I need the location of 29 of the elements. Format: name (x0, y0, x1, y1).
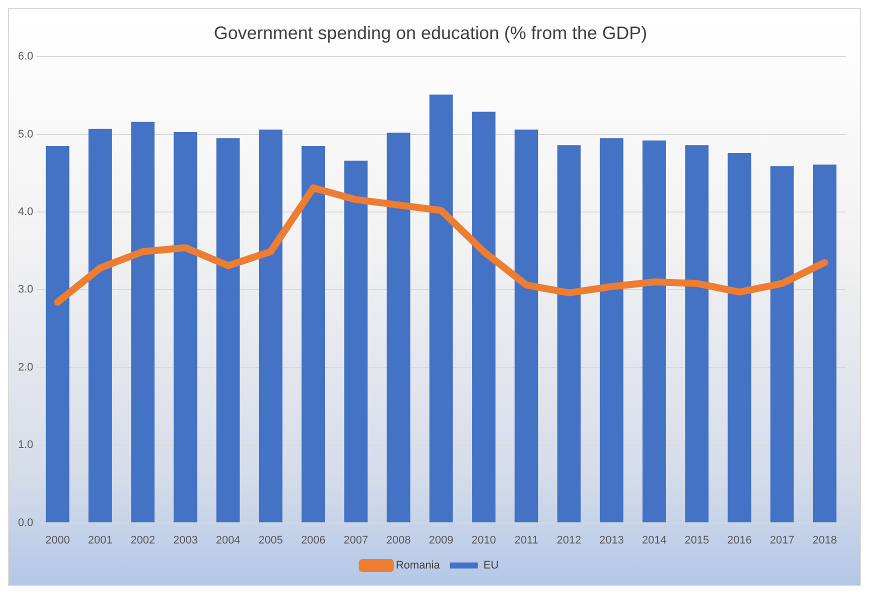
x-tick-label: 2017 (770, 534, 794, 546)
x-tick-label: 2012 (556, 534, 582, 546)
x-tick-label: 2003 (173, 534, 198, 546)
y-tick-label: 2.0 (18, 361, 34, 374)
y-tick-label: 1.0 (18, 439, 34, 452)
legend-label: Romania (396, 560, 441, 572)
x-tick-label: 2007 (344, 534, 368, 546)
x-tick-label: 2010 (472, 534, 496, 546)
y-tick-label: 3.0 (18, 284, 34, 296)
y-tick-label: 5.0 (18, 128, 34, 140)
x-tick-label: 2006 (301, 534, 326, 546)
legend-label: EU (483, 560, 499, 572)
x-tick-label: 2015 (684, 534, 710, 546)
x-tick-label: 2004 (216, 534, 240, 546)
y-tick-label: 4.0 (18, 206, 34, 218)
x-tick-label: 2014 (642, 534, 666, 546)
x-tick-label: 2008 (386, 534, 411, 546)
x-tick-label: 2000 (45, 534, 70, 546)
y-tick-label: 0.0 (18, 516, 34, 529)
x-tick-label: 2018 (812, 534, 837, 546)
chart-title: Government spending on education (% from the GDP) (214, 22, 648, 43)
x-tick-label: 2002 (130, 534, 156, 546)
x-tick-label: 2011 (514, 534, 538, 546)
x-tick-label: 2016 (727, 534, 752, 546)
x-tick-label: 2013 (599, 534, 624, 546)
x-tick-label: 2009 (428, 534, 454, 546)
x-tick-label: 2005 (258, 534, 283, 546)
x-tick-label: 2001 (88, 534, 112, 546)
y-tick-label: 6.0 (18, 50, 34, 63)
